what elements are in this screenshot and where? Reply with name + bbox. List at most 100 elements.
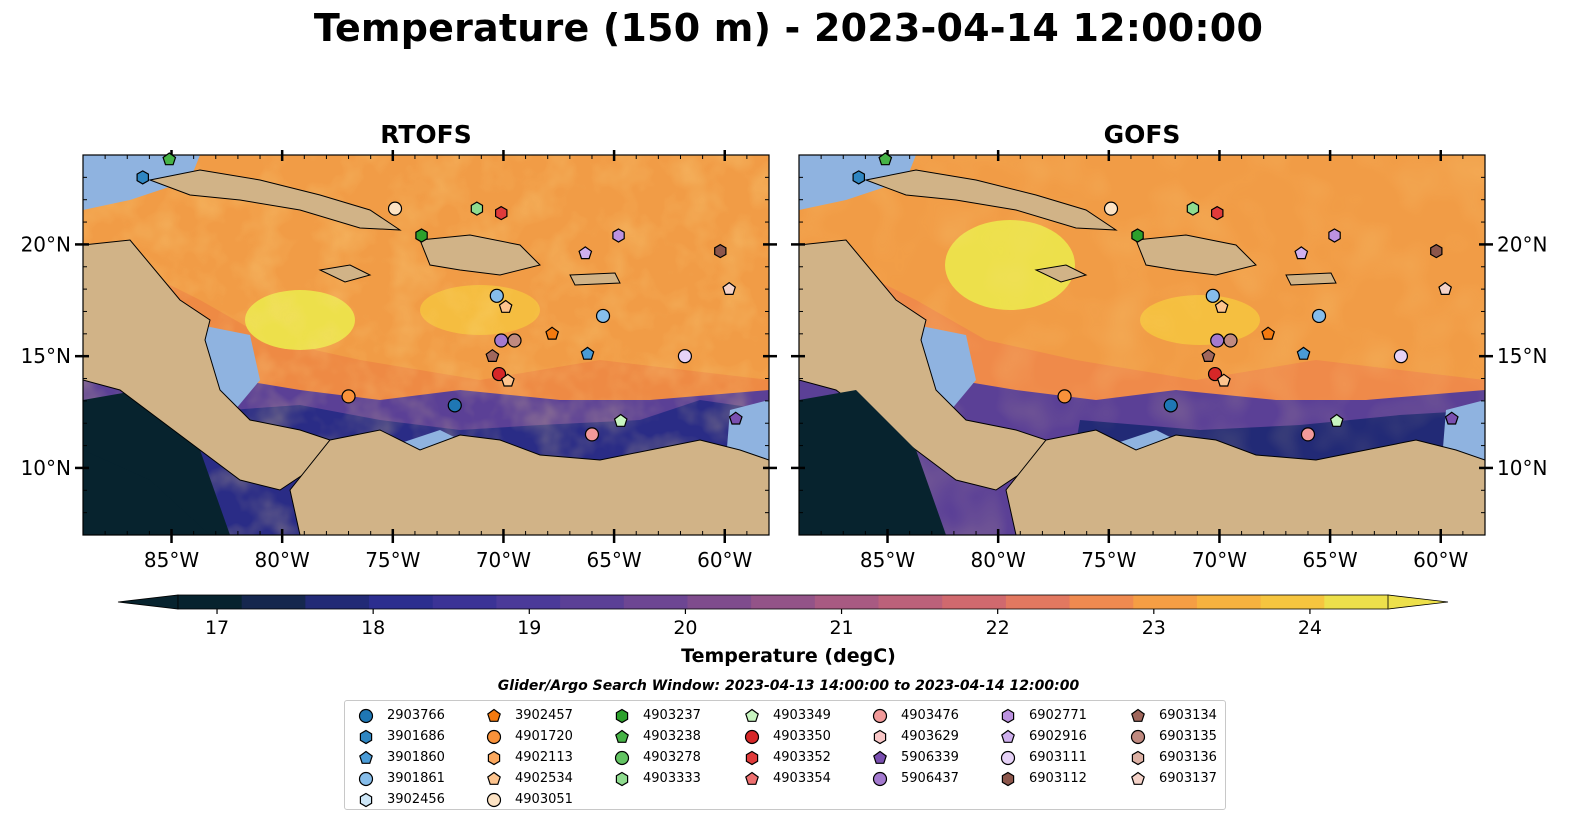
legend-column: 4903349 4903350 4903352 4903354	[743, 705, 831, 789]
circle-marker-icon	[744, 729, 760, 744]
float-marker-6903137[interactable]	[1438, 281, 1453, 295]
legend-column: 4903237 4903238 4903278 4903333	[613, 705, 701, 789]
pentagon-marker-icon	[1001, 729, 1015, 743]
float-marker-4903352[interactable]	[495, 205, 508, 221]
float-marker-4903352[interactable]	[1210, 205, 1224, 221]
float-marker-5906339[interactable]	[1444, 411, 1459, 425]
float-marker-4903476[interactable]	[584, 427, 600, 442]
colorbar-segment	[1196, 595, 1262, 609]
hexagon-marker-icon	[873, 729, 887, 744]
float-marker-4902534[interactable]	[1216, 373, 1231, 387]
float-marker-2903766[interactable]	[447, 398, 462, 413]
float-marker-4903237[interactable]	[1131, 228, 1144, 243]
float-marker-6903112[interactable]	[714, 243, 727, 259]
legend-column: 3902457 4901720 4902113 4902534 4903051	[485, 705, 573, 810]
float-marker-4903350[interactable]	[1207, 366, 1223, 382]
float-marker-4903350[interactable]	[491, 366, 507, 382]
float-marker-4902534[interactable]	[500, 373, 515, 387]
float-marker-5906339[interactable]	[728, 411, 743, 425]
legend-item-label: 4903238	[643, 729, 701, 744]
float-marker-5906437[interactable]	[1210, 333, 1225, 348]
circle-marker-icon	[358, 708, 374, 723]
float-marker-6903112[interactable]	[1430, 243, 1443, 259]
float-marker-5906437[interactable]	[494, 333, 509, 348]
circle-marker-icon	[872, 771, 888, 786]
float-marker-4903349[interactable]	[613, 413, 628, 427]
lon-tick-label: 85°W	[860, 548, 915, 572]
land-puerto-rico	[1285, 272, 1337, 286]
float-marker-6902771[interactable]	[612, 228, 625, 243]
legend-item: 3902456	[357, 789, 445, 810]
legend-item: 6903112	[999, 768, 1087, 789]
lon-tick-label: 75°W	[1081, 548, 1136, 572]
float-marker-3902457[interactable]	[545, 326, 560, 340]
float-marker-4903051[interactable]	[1103, 201, 1119, 216]
land-jamaica	[1034, 264, 1088, 283]
legend-item-label: 3901861	[387, 771, 445, 786]
circle-marker-icon	[872, 708, 888, 723]
legend-column: 2903766 3901686 3901860 3901861 3902456	[357, 705, 445, 810]
legend-item: 4903333	[613, 768, 701, 789]
float-marker-3901861[interactable]	[489, 288, 504, 303]
lat-tick-label: 10°N	[1497, 456, 1547, 480]
float-marker-4903476[interactable]	[1300, 427, 1316, 442]
float-marker-3901861[interactable]	[1311, 308, 1327, 324]
legend-column: 4903476 4903629 5906339 5906437	[871, 705, 959, 789]
pentagon-marker-icon	[873, 750, 887, 764]
colorbar-segment	[942, 595, 1007, 609]
float-marker-4902534[interactable]	[1214, 299, 1229, 313]
float-marker-3902457[interactable]	[1261, 326, 1276, 340]
float-marker-3901860[interactable]	[1296, 346, 1311, 360]
map-panel-gofs[interactable]: 85°W 80°W 75°W 70°W 65°W 60°W 20°N 15°N 10°N	[790, 150, 1577, 585]
hexagon-marker-icon	[359, 792, 373, 807]
float-marker-6902771[interactable]	[1328, 228, 1341, 243]
float-marker-6902916[interactable]	[1294, 246, 1309, 260]
float-marker-4902534[interactable]	[498, 299, 513, 313]
legend-item: 5906437	[871, 768, 959, 789]
legend-item: 4903278	[613, 747, 701, 768]
float-marker-6903111[interactable]	[1393, 349, 1409, 364]
float-marker-3901861[interactable]	[595, 308, 611, 324]
float-markers	[852, 152, 1459, 442]
lon-tick-label: 60°W	[697, 548, 752, 572]
legend-item: 5906339	[871, 747, 959, 768]
pentagon-marker-icon	[487, 771, 501, 785]
float-marker-4903333[interactable]	[1186, 201, 1200, 216]
float-marker-6902916[interactable]	[578, 246, 593, 260]
float-marker-6903134[interactable]	[1201, 348, 1216, 362]
float-marker-4901720[interactable]	[341, 389, 356, 404]
float-marker-6903135[interactable]	[507, 333, 522, 348]
land-cuba	[148, 169, 402, 231]
float-marker-4903333[interactable]	[470, 201, 484, 216]
float-marker-6903137[interactable]	[722, 281, 737, 295]
float-marker-4903238[interactable]	[162, 152, 177, 166]
legend-item-label: 4903278	[643, 750, 701, 765]
lat-tick-label: 20°N	[21, 232, 71, 256]
panel-title-gofs: GOFS	[1103, 120, 1181, 149]
legend-column: 6903134 6903135 6903136 6903137	[1129, 705, 1217, 789]
float-marker-3901860[interactable]	[580, 346, 595, 360]
float-marker-6903111[interactable]	[677, 349, 693, 364]
lon-tick-label: 85°W	[144, 548, 199, 572]
float-marker-4903237[interactable]	[415, 228, 428, 243]
float-marker-2903766[interactable]	[1163, 398, 1178, 413]
float-marker-4903051[interactable]	[387, 201, 403, 216]
float-marker-3901686[interactable]	[852, 170, 866, 185]
float-marker-4901720[interactable]	[1057, 389, 1072, 404]
legend-item-label: 6902916	[1029, 729, 1087, 744]
map-panel-rtofs[interactable]: 85°W 80°W 75°W 70°W 65°W 60°W 20°N 15°N 10°N	[0, 150, 790, 585]
legend-column: 6902771 6902916 6903111 6903112	[999, 705, 1087, 789]
float-marker-6903134[interactable]	[485, 348, 500, 362]
map-frame-group	[799, 155, 1485, 535]
float-marker-3901686[interactable]	[136, 170, 149, 185]
lon-tick-label: 65°W	[1302, 548, 1357, 572]
float-marker-4903349[interactable]	[1329, 413, 1344, 427]
main-title: Temperature (150 m) - 2023-04-14 12:00:0…	[313, 6, 1264, 50]
float-marker-6903135[interactable]	[1223, 333, 1238, 348]
hexagon-marker-icon	[615, 708, 629, 723]
legend-item: 3901860	[357, 747, 445, 768]
float-marker-4903238[interactable]	[878, 152, 893, 166]
colorbar-segment	[623, 595, 688, 609]
float-marker-3901861[interactable]	[1205, 288, 1220, 303]
colorbar-tick-label: 20	[673, 617, 697, 639]
